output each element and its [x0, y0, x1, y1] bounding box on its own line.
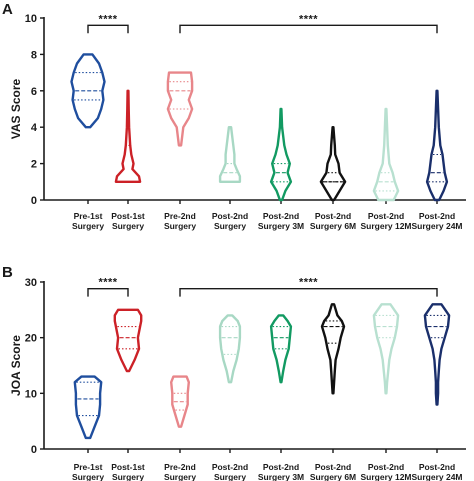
- violin-6: [372, 107, 400, 202]
- x-tick-label: Post-2nd: [212, 462, 248, 472]
- x-tick-label: Surgery 3M: [258, 472, 304, 481]
- violin-6: [372, 303, 400, 395]
- y-tick-label: 2: [31, 159, 37, 171]
- panel-letter: B: [2, 264, 13, 281]
- violin-3: [218, 314, 242, 384]
- violin-5: [320, 303, 346, 395]
- y-tick-label: 20: [25, 333, 37, 345]
- significance-label: ****: [299, 13, 318, 25]
- significance-label: ****: [98, 277, 117, 289]
- y-tick-label: 30: [25, 277, 37, 289]
- significance-label: ****: [98, 13, 117, 25]
- x-tick-label: Post-2nd: [315, 211, 351, 221]
- significance-label: ****: [299, 277, 318, 289]
- x-tick-label: Surgery 6M: [310, 221, 356, 231]
- y-tick-label: 10: [25, 13, 37, 25]
- violin-1: [113, 308, 143, 373]
- x-tick-label: Surgery: [72, 472, 104, 481]
- x-tick-label: Surgery 3M: [258, 221, 304, 231]
- y-axis-label: VAS Score: [9, 78, 23, 139]
- x-tick-label: Post-2nd: [419, 462, 455, 472]
- x-tick-label: Post-2nd: [212, 211, 248, 221]
- x-tick-label: Surgery 6M: [310, 472, 356, 481]
- x-tick-label: Surgery: [214, 221, 246, 231]
- x-tick-label: Surgery: [164, 221, 196, 231]
- y-tick-label: 6: [31, 86, 37, 98]
- x-tick-label: Surgery 12M: [360, 472, 411, 481]
- x-tick-label: Surgery 24M: [411, 221, 462, 231]
- x-tick-label: Post-2nd: [263, 462, 299, 472]
- x-tick-label: Surgery 24M: [411, 472, 462, 481]
- x-tick-label: Surgery: [214, 472, 246, 481]
- x-tick-label: Surgery: [72, 221, 104, 231]
- x-tick-label: Pre-2nd: [164, 211, 196, 221]
- significance-bracket: [179, 24, 438, 34]
- x-tick-label: Surgery: [112, 221, 144, 231]
- panel-letter: A: [2, 1, 13, 18]
- significance-bracket: [179, 287, 438, 297]
- x-tick-label: Pre-1st: [74, 462, 103, 472]
- x-tick-label: Pre-2nd: [164, 462, 196, 472]
- x-tick-label: Post-2nd: [263, 211, 299, 221]
- violin-4: [269, 107, 293, 202]
- x-tick-label: Pre-1st: [74, 211, 103, 221]
- x-tick-label: Surgery: [164, 472, 196, 481]
- violin-2: [166, 71, 194, 147]
- x-tick-label: Surgery 12M: [360, 221, 411, 231]
- x-tick-label: Surgery: [112, 472, 144, 481]
- y-tick-label: 0: [31, 195, 37, 207]
- violin-2: [170, 375, 190, 428]
- x-tick-label: Post-2nd: [368, 462, 404, 472]
- y-tick-label: 8: [31, 49, 37, 61]
- x-tick-label: Post-1st: [111, 211, 145, 221]
- significance-bracket: [87, 287, 129, 297]
- violin-7: [425, 89, 449, 202]
- y-tick-label: 0: [31, 444, 37, 456]
- violin-1: [114, 89, 142, 183]
- violin-3: [218, 126, 242, 183]
- y-tick-label: 4: [31, 122, 38, 134]
- x-tick-label: Post-1st: [111, 462, 145, 472]
- x-tick-label: Post-2nd: [315, 462, 351, 472]
- y-axis-label: JOA Score: [9, 335, 23, 396]
- y-tick-label: 10: [25, 388, 37, 400]
- violin-5: [319, 126, 347, 202]
- violin-0: [70, 53, 106, 129]
- x-tick-label: Post-2nd: [419, 211, 455, 221]
- significance-bracket: [87, 24, 129, 34]
- violin-4: [269, 314, 293, 384]
- violin-0: [73, 375, 103, 440]
- violin-7: [423, 303, 451, 406]
- x-tick-label: Post-2nd: [368, 211, 404, 221]
